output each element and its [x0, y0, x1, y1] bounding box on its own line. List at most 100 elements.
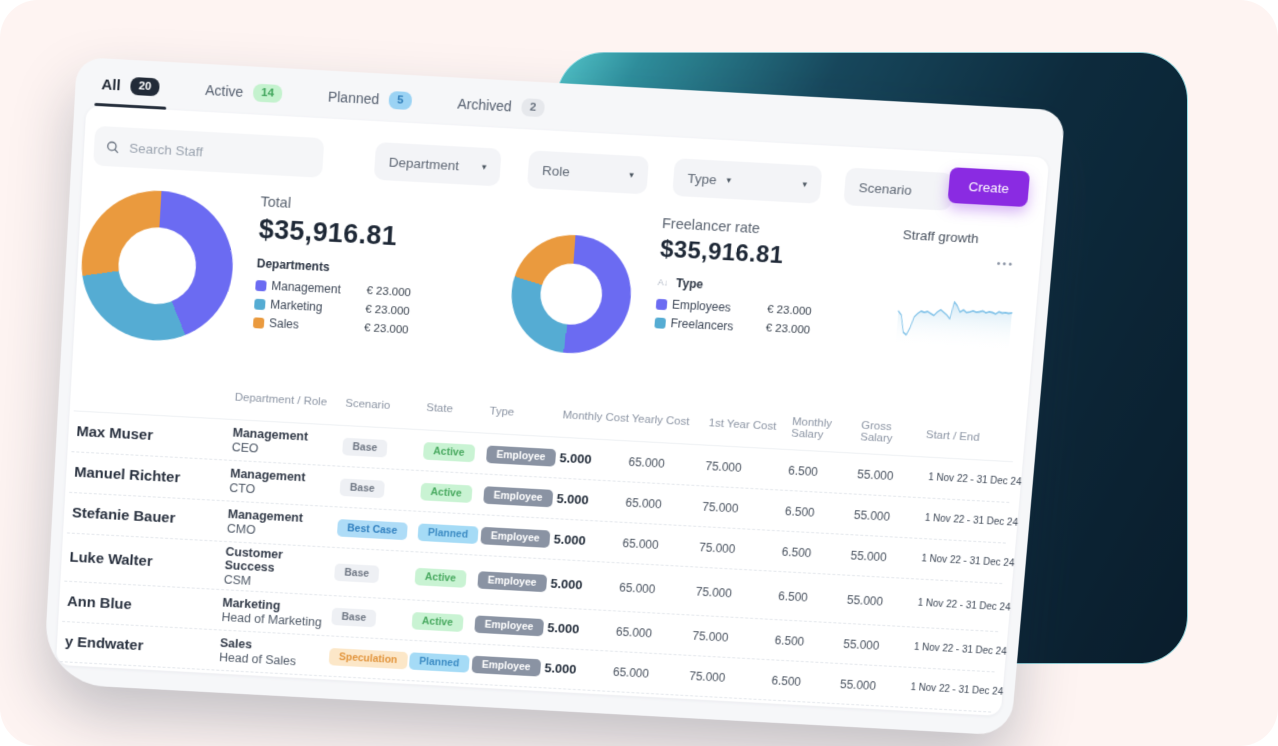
department-dropdown-label: Department — [388, 154, 460, 173]
legend-value: € 23.000 — [363, 322, 409, 337]
scenario-badge: Speculation — [328, 647, 408, 670]
monthly-cost-value: 5.000 — [553, 531, 587, 548]
gross-salary-value: 55.000 — [853, 507, 891, 524]
content-panel: Department ▾ Role ▾ Type ▾ ▾ Scenario — [55, 105, 1050, 716]
yearly-cost-value: 65.000 — [618, 580, 656, 596]
legend-swatch — [252, 316, 265, 329]
type-badge: Employee — [477, 571, 547, 593]
state-badge: Active — [414, 567, 467, 588]
chevron-down-icon: ▾ — [802, 178, 808, 189]
state-cell: Active — [414, 567, 479, 589]
role-dropdown[interactable]: Role ▾ — [526, 150, 650, 195]
scenario-badge: Base — [342, 437, 388, 458]
column-header: Gross Salary — [859, 419, 893, 445]
scenario-badge: Best Case — [336, 519, 408, 541]
scenario-cell: Base — [334, 562, 416, 585]
monthly-cost-value: 5.000 — [544, 660, 577, 677]
column-header-name — [75, 389, 235, 398]
yearly-cost-value: 65.000 — [622, 535, 660, 552]
departments-donut-chart — [77, 186, 238, 345]
scenario-cell: Best Case — [336, 518, 419, 541]
department-role-cell: Management CMO — [227, 507, 339, 541]
chevron-down-icon: ▾ — [481, 161, 487, 172]
legend-label: Management — [270, 278, 342, 297]
state-cell: Active — [422, 441, 487, 463]
gross-salary-value: 55.000 — [839, 677, 877, 693]
search-input[interactable] — [128, 140, 312, 165]
staff-name: Ann Blue — [66, 593, 133, 614]
first-year-cost-value: 75.000 — [704, 458, 743, 475]
total-stat-block: Total $35,916.81 Departments Management €… — [252, 192, 492, 341]
freelancer-stat-block: Freelancer rate $35,916.81 A↓ Type Emplo… — [654, 214, 873, 340]
department-role-cell: Sales Head of Sales — [219, 636, 330, 670]
start-end-value: 1 Nov 22 - 31 Dec 24 — [913, 642, 1008, 658]
column-header: Scenario — [345, 397, 391, 412]
legend-swatch — [654, 316, 667, 329]
type-dropdown[interactable]: Type ▾ ▾ — [672, 158, 823, 204]
scenario-cell: Speculation — [328, 647, 410, 670]
state-cell: Planned — [417, 522, 481, 545]
growth-line-chart — [893, 272, 1016, 353]
type-badge: Employee — [480, 526, 551, 548]
scenario-badge: Base — [339, 478, 386, 499]
monthly-salary-value: 6.500 — [787, 463, 819, 479]
staff-name: Manuel Richter — [73, 464, 181, 487]
department-dropdown[interactable]: Department ▾ — [373, 142, 502, 187]
tab-active-label: Active — [204, 81, 244, 100]
first-year-cost-value: 75.000 — [698, 540, 736, 556]
department-role-cell: Management CEO — [231, 426, 343, 460]
search-icon — [107, 141, 119, 154]
staff-name: Stefanie Bauer — [71, 504, 176, 527]
column-header: State — [425, 402, 454, 416]
tab-active[interactable]: Active 14 — [204, 81, 283, 104]
legend-label: Employees — [671, 297, 732, 315]
search-input-wrapper[interactable] — [93, 125, 325, 178]
type-cell: Employee — [483, 485, 557, 508]
legend-swatch — [255, 279, 267, 291]
first-year-cost-value: 75.000 — [688, 668, 726, 685]
staff-name: Luke Walter — [69, 549, 153, 570]
tab-archived[interactable]: Archived 2 — [457, 95, 545, 118]
gross-salary-value: 55.000 — [842, 636, 880, 653]
legend-value: € 23.000 — [766, 303, 813, 318]
column-header: Monthly Cost — [562, 409, 630, 425]
state-badge: Active — [420, 482, 473, 503]
legend-label: Sales — [268, 316, 300, 332]
tab-planned[interactable]: Planned 5 — [327, 88, 413, 111]
scenario-badge: Base — [331, 607, 377, 628]
dashboard-card: All 20 Active 14 Planned 5 Archived 2 — [43, 57, 1066, 736]
start-end-value: 1 Nov 22 - 31 Dec 24 — [920, 553, 1015, 570]
type-badge: Employee — [483, 486, 553, 508]
legend-label: Freelancers — [670, 316, 734, 334]
type-cell: Employee — [480, 526, 554, 548]
more-options-icon[interactable]: ••• — [996, 257, 1015, 271]
legend-swatch — [655, 298, 668, 310]
monthly-salary-value: 6.500 — [784, 503, 816, 520]
tab-all[interactable]: All 20 — [101, 75, 160, 97]
type-legend: Employees € 23.000 Freelancers € 23.000 — [654, 297, 867, 341]
filter-bar: Department ▾ Role ▾ Type ▾ ▾ Scenario — [83, 105, 1049, 217]
department-role-cell: Marketing Head of Marketing — [221, 596, 332, 630]
departments-section-label: Departments — [256, 256, 331, 275]
chevron-down-icon: ▾ — [726, 174, 732, 185]
staff-name: y Endwater — [64, 633, 144, 655]
column-header: Monthly Salary — [790, 416, 833, 442]
first-year-cost-value: 75.000 — [691, 628, 729, 644]
tab-all-count-badge: 20 — [130, 76, 160, 97]
freelancer-donut-chart — [507, 231, 636, 357]
staff-table-body: Max Muser Management CEO Base Active Emp… — [59, 411, 1022, 713]
chevron-down-icon: ▾ — [628, 169, 635, 180]
start-end-value: 1 Nov 22 - 31 Dec 24 — [927, 472, 1022, 489]
monthly-cost-value: 5.000 — [556, 491, 590, 508]
create-button[interactable]: Create — [947, 167, 1031, 208]
scenario-dropdown[interactable]: Scenario — [843, 167, 954, 211]
type-cell: Employee — [485, 444, 560, 467]
start-end-value: 1 Nov 22 - 31 Dec 24 — [910, 682, 1004, 698]
tab-planned-label: Planned — [327, 88, 380, 108]
state-badge: Active — [422, 442, 475, 463]
first-year-cost-value: 75.000 — [695, 584, 733, 600]
role-dropdown-label: Role — [541, 162, 571, 179]
freelancer-value: $35,916.81 — [659, 235, 785, 270]
monthly-cost-value: 5.000 — [559, 450, 593, 467]
